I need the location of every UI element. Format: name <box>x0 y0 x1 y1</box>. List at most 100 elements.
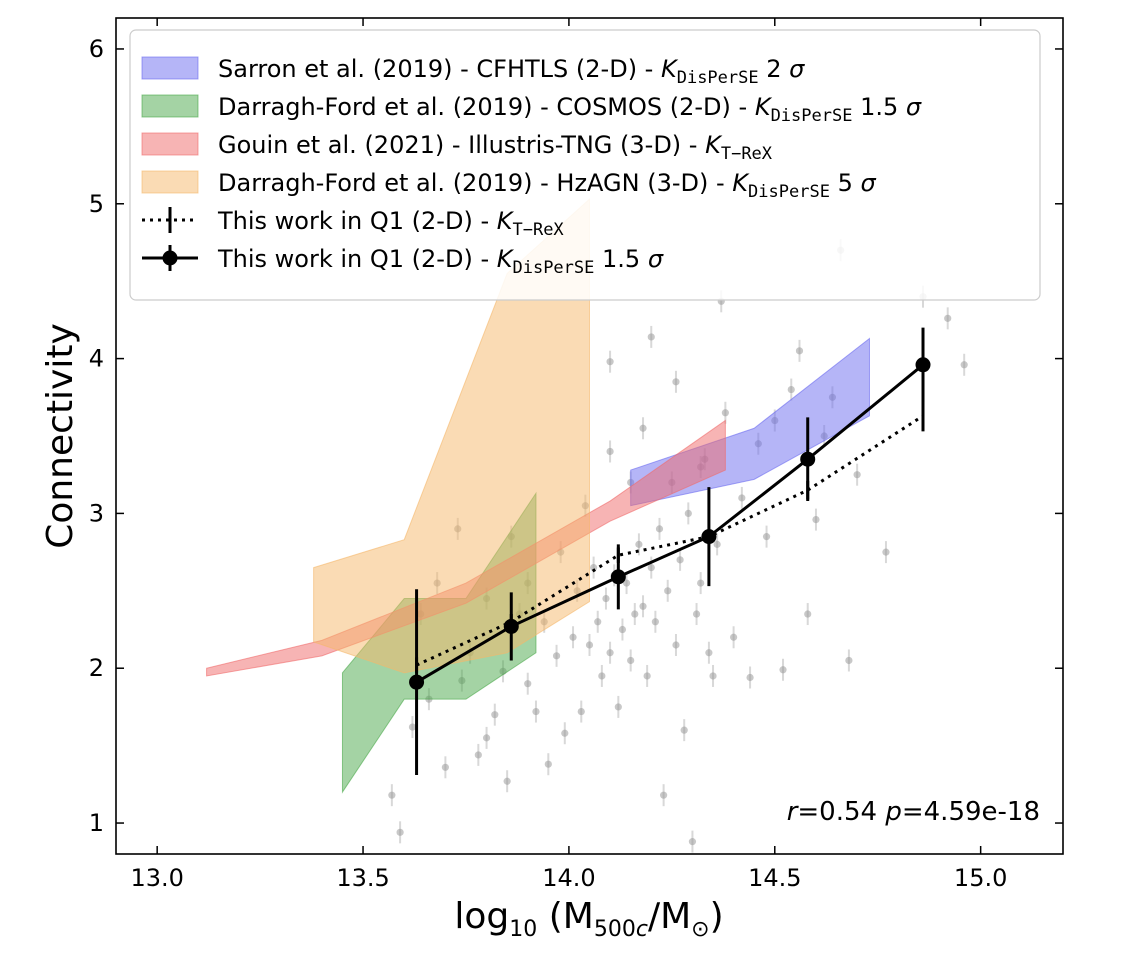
scatter-point-56 <box>762 533 771 541</box>
scatter-point-40 <box>676 556 684 564</box>
scatter-point-66 <box>845 656 853 665</box>
x-label-paren-close: ) <box>710 896 724 937</box>
legend-k-sub-2: T−ReX <box>721 144 773 164</box>
legend-label-5: This work in Q1 (2-D) - KDisPerSE 1.5 σ <box>217 245 664 278</box>
scatter-point-68 <box>882 548 890 556</box>
annot-p-value: =4.59e-18 <box>902 797 1040 827</box>
x-label-sun-sub: ⊙ <box>691 917 709 942</box>
scatter-point-23 <box>606 649 614 657</box>
legend-suffix-1: 1.5 <box>852 93 905 121</box>
legend: Sarron et al. (2019) - CFHTLS (2-D) - KD… <box>129 29 1041 301</box>
scatter-point-33 <box>647 563 655 572</box>
scatter-point-39 <box>672 641 680 649</box>
scatter-point-22 <box>602 594 610 603</box>
series-1-point-1 <box>503 618 519 634</box>
literature-bands <box>206 198 870 794</box>
legend-k-5: K <box>497 245 515 273</box>
legend-name-4: This work in Q1 (2-D) - <box>217 207 497 235</box>
legend-label-0: Sarron et al. (2019) - CFHTLS (2-D) - KD… <box>218 55 805 88</box>
scatter-point-53 <box>738 494 746 502</box>
series-1-point-5 <box>915 357 931 373</box>
legend-k-sub-4: T−ReX <box>512 220 564 240</box>
legend-handle-3 <box>141 170 199 194</box>
scatter-point-45 <box>697 579 705 587</box>
scatter-point-16 <box>561 729 569 737</box>
scatter-point-37 <box>664 587 672 595</box>
x-tick-label-3: 14.5 <box>748 864 801 892</box>
scatter-point-67 <box>853 471 861 479</box>
scatter-point-2 <box>408 723 417 731</box>
scatter-point-42 <box>684 509 692 518</box>
scatter-point-30 <box>635 540 643 548</box>
scatter-point-44 <box>692 610 701 618</box>
annot-r-value: =0.54 <box>797 797 885 827</box>
x-tick-label-1: 13.5 <box>336 864 389 892</box>
legend-label-4: This work in Q1 (2-D) - KT−ReX <box>217 207 564 240</box>
scatter-point-32 <box>643 672 651 680</box>
series-1-point-2 <box>610 569 626 585</box>
scatter-point-48 <box>709 672 717 680</box>
legend-k-0: K <box>661 55 679 83</box>
scatter-point-8 <box>491 711 499 719</box>
scatter-point-77 <box>606 447 614 456</box>
x-tick-label-0: 13.0 <box>130 864 183 892</box>
legend-name-3: Darragh-Ford et al. (2019) - HzAGN (3-D)… <box>218 169 732 197</box>
legend-handle-1 <box>141 94 199 118</box>
legend-k-3: K <box>732 169 750 197</box>
scatter-point-54 <box>746 673 754 682</box>
scatter-point-34 <box>651 618 659 626</box>
annot-p-label: p <box>884 797 902 827</box>
y-tick-label-0: 1 <box>89 809 104 837</box>
legend-label-2: Gouin et al. (2021) - Illustris-TNG (3-D… <box>218 131 773 164</box>
this-work-series <box>409 327 931 776</box>
legend-sigma-3: σ <box>860 169 876 197</box>
scatter-point-79 <box>639 424 647 432</box>
legend-suffix-0: 2 <box>759 55 790 83</box>
scatter-point-52 <box>730 633 738 641</box>
x-label-c-sub: c <box>636 917 648 942</box>
scatter-point-58 <box>779 666 787 674</box>
scatter-point-13 <box>532 707 540 716</box>
scatter-point-21 <box>598 672 606 680</box>
y-tick-label-1: 2 <box>89 654 104 682</box>
legend-label-3: Darragh-Ford et al. (2019) - HzAGN (3-D)… <box>218 169 876 202</box>
legend-k-2: K <box>705 131 723 159</box>
correlation-annotation: r=0.54 p=4.59e-18 <box>787 797 1040 827</box>
x-label-paren-open: (M <box>537 896 594 937</box>
scatter-point-31 <box>639 602 647 610</box>
band-3 <box>313 198 590 674</box>
legend-name-2: Gouin et al. (2021) - Illustris-TNG (3-D… <box>218 131 705 159</box>
plot-frame <box>115 17 1064 855</box>
scatter-point-6 <box>474 751 482 759</box>
scatter-point-62 <box>812 516 820 524</box>
series-1-point-0 <box>409 674 425 690</box>
legend-sigma-0: σ <box>789 55 805 83</box>
y-tick-label-4: 5 <box>89 190 104 218</box>
scatter-point-35 <box>655 525 664 533</box>
y-tick-label-2: 3 <box>89 499 104 527</box>
legend-handle-2 <box>141 132 199 156</box>
scatter-point-71 <box>960 361 968 369</box>
x-label-log: log <box>454 896 509 937</box>
scatter-point-70 <box>944 314 952 322</box>
legend-k-1: K <box>755 93 773 121</box>
scatter-point-49 <box>713 540 721 548</box>
legend-handle-0 <box>141 56 199 80</box>
scatter-point-43 <box>688 838 697 846</box>
legend-sigma-1: σ <box>906 93 922 121</box>
legend-k-4: K <box>497 207 515 235</box>
scatter-point-29 <box>631 610 639 618</box>
scatter-point-0 <box>396 828 404 836</box>
legend-name-1: Darragh-Ford et al. (2019) - COSMOS (2-D… <box>218 93 755 121</box>
y-tick-label-5: 6 <box>89 35 104 63</box>
legend-name-0: Sarron et al. (2019) - CFHTLS (2-D) - <box>218 55 661 83</box>
x-label-m-sub: 500 <box>594 917 636 942</box>
legend-suffix-5: 1.5 <box>594 245 647 273</box>
scatter-point-20 <box>594 618 602 626</box>
annot-r-label: r <box>787 797 800 827</box>
legend-box <box>129 29 1041 301</box>
scatter-point-4 <box>441 763 449 771</box>
scatter-point-61 <box>804 610 812 618</box>
x-axis-label: log10 (M500c/M⊙) <box>454 896 723 942</box>
scatter-point-25 <box>614 703 622 711</box>
